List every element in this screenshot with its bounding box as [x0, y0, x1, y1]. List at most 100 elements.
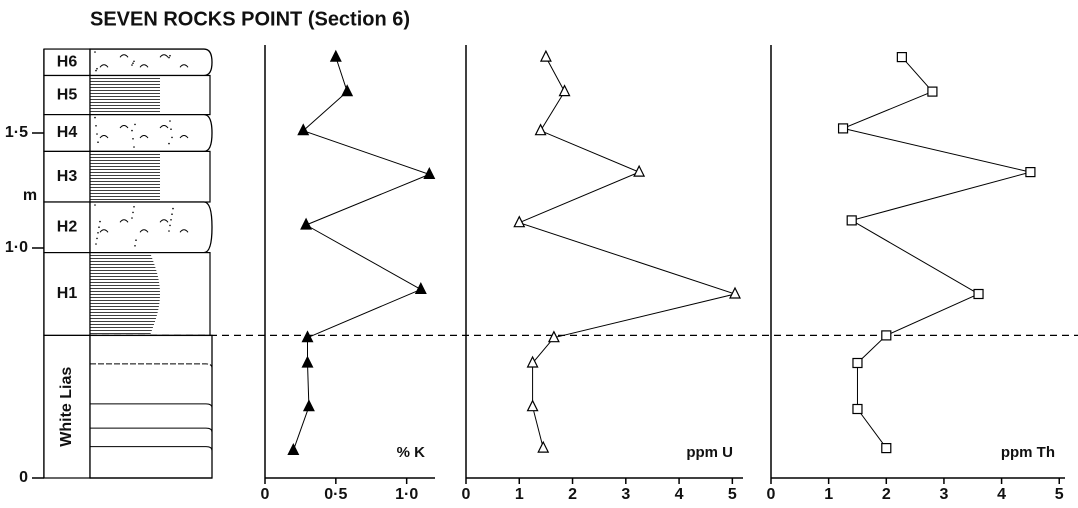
- lithology-dot: [133, 146, 135, 148]
- lithology-dot: [95, 125, 97, 127]
- unit-label-box: [43, 150, 91, 203]
- lithology-shell: [99, 229, 109, 233]
- x-tick-label: 0: [261, 486, 270, 503]
- point: [729, 286, 741, 299]
- lithology-dot: [172, 207, 174, 210]
- point: [526, 399, 539, 412]
- unit-label-box: [43, 252, 91, 337]
- x-tick-label: 4: [997, 486, 1006, 503]
- lithology-bed: [89, 334, 213, 479]
- lithology-dot: [133, 206, 135, 208]
- lithology-dot: [171, 213, 173, 215]
- x-tick-label: 4: [675, 486, 684, 503]
- point: [297, 123, 310, 136]
- point: [534, 123, 547, 136]
- point: [852, 357, 863, 369]
- lithology-shell: [119, 54, 129, 58]
- x-tick-label: 5: [1055, 486, 1064, 503]
- x-tick-label: 0·5: [324, 486, 347, 503]
- x-tick-label: 1: [515, 486, 524, 503]
- lithology-bed: [89, 113, 213, 153]
- unit-label: H2: [57, 219, 78, 236]
- lithology-shell: [159, 125, 169, 129]
- point: [547, 330, 560, 343]
- lithology-shell: [139, 229, 149, 233]
- point: [837, 123, 849, 134]
- lithology-dot: [169, 120, 171, 122]
- lithology-dot: [96, 67, 98, 70]
- lithology-dot: [96, 133, 98, 135]
- depth-tick-label: 1·5: [5, 124, 28, 141]
- unit: H3: [43, 150, 211, 203]
- point: [287, 443, 300, 455]
- lithology-dot: [134, 123, 136, 126]
- point: [329, 49, 342, 62]
- lithology-dot: [170, 128, 172, 130]
- lithology-dot: [168, 142, 170, 145]
- lithology-shell: [179, 135, 189, 139]
- point: [558, 84, 571, 97]
- lithology-bed: [89, 150, 211, 203]
- unit: H2: [43, 201, 213, 254]
- point: [539, 49, 552, 62]
- lithology-bedding: [90, 403, 213, 408]
- lithology-bed: [89, 201, 213, 254]
- lithology-dot: [132, 138, 134, 140]
- lithology-shell: [159, 219, 169, 223]
- lithology-bed: [89, 48, 213, 77]
- lithology-shell: [139, 135, 149, 139]
- lithology-dot: [96, 237, 98, 240]
- lithology-dot: [131, 217, 133, 219]
- point: [301, 330, 314, 343]
- point: [846, 215, 857, 226]
- point: [927, 86, 938, 97]
- lithology-dot: [95, 69, 97, 72]
- lithology-dot: [131, 64, 133, 66]
- lithology-dot: [94, 204, 96, 206]
- x-axis-label: ppm U: [686, 444, 733, 461]
- point: [300, 217, 313, 230]
- lithology-dot: [97, 141, 99, 143]
- point: [537, 440, 550, 453]
- lithology-dot: [132, 62, 134, 64]
- lithology-bed: [89, 252, 211, 337]
- x-tick-label: 1·0: [395, 486, 418, 503]
- point: [852, 403, 863, 415]
- unit-label: White Lias: [58, 367, 75, 447]
- x-tick-label: 3: [939, 486, 948, 503]
- lithology-dot: [170, 219, 172, 221]
- depth-tick-label: 1·0: [5, 239, 28, 256]
- profile-line: [517, 56, 737, 449]
- lithology-dot: [133, 60, 135, 63]
- point: [973, 288, 984, 300]
- x-tick-label: 3: [621, 486, 630, 503]
- unit: H1: [43, 252, 211, 337]
- lithology-shell: [179, 64, 189, 68]
- lithology-shell: [119, 219, 129, 223]
- x-tick-label: 2: [882, 486, 891, 503]
- chart-title: SEVEN ROCKS POINT (Section 6): [90, 8, 410, 30]
- profile-line: [292, 56, 431, 451]
- point: [513, 215, 526, 228]
- lithology-shell: [99, 64, 109, 68]
- lithology-dot: [135, 239, 137, 241]
- lithology-shell: [119, 125, 129, 129]
- point: [896, 51, 907, 63]
- x-tick-label: 0: [462, 486, 471, 503]
- x-tick-label: 0: [767, 486, 776, 503]
- depth-axis-label: m: [23, 187, 37, 204]
- lithology-bedding: [90, 427, 213, 433]
- unit-label: H3: [57, 168, 78, 185]
- unit-label: H5: [57, 86, 78, 103]
- lithology-dot: [169, 224, 171, 227]
- lithology-bedding: [90, 363, 213, 368]
- lithology-dot: [131, 129, 133, 132]
- unit-label: H1: [57, 285, 78, 302]
- unit: White Lias: [43, 334, 213, 479]
- point: [423, 167, 436, 179]
- point: [881, 330, 892, 341]
- point: [633, 164, 646, 177]
- lithology-dot: [95, 243, 97, 245]
- x-tick-label: 2: [568, 486, 577, 503]
